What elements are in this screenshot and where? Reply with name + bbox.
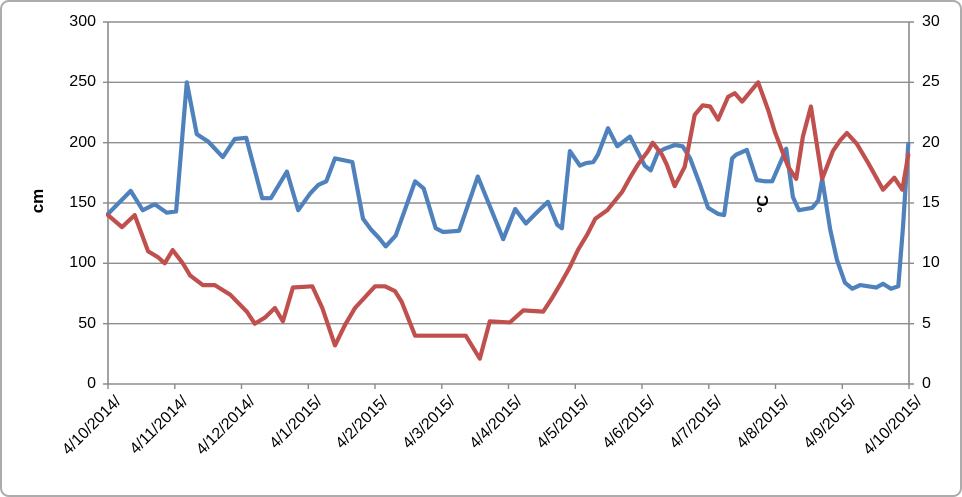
- y-left-tick-250: 250: [69, 73, 96, 91]
- y-right-tick-30: 30: [922, 13, 940, 30]
- series-level-cm-line: [105, 80, 911, 291]
- y-right-tick-15: 15: [922, 194, 940, 211]
- y-left-tick-200: 200: [69, 133, 96, 151]
- right-axis-title: °C: [755, 195, 772, 213]
- y-right-tick-20: 20: [922, 133, 940, 151]
- y-left-tick-100: 100: [69, 254, 96, 272]
- left-axis-title: cm: [28, 188, 47, 214]
- y-left-tick-150: 150: [69, 194, 96, 211]
- y-left-tick-50: 50: [78, 314, 96, 332]
- y-left-tick-300: 300: [69, 13, 96, 30]
- y-right-tick-5: 5: [922, 314, 931, 332]
- series-temperature-c-line: [105, 80, 911, 361]
- y-left-tick-0: 0: [87, 375, 96, 392]
- y-right-tick-25: 25: [922, 73, 940, 91]
- y-right-tick-10: 10: [922, 254, 940, 272]
- y-right-tick-0: 0: [922, 375, 931, 392]
